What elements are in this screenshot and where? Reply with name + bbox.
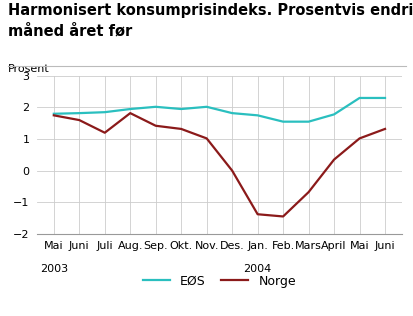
Text: Harmonisert konsumprisindeks. Prosentvis endring fra samme: Harmonisert konsumprisindeks. Prosentvis… (8, 3, 413, 18)
Norge (128, 111, 133, 115)
Norge (102, 131, 107, 135)
EØS (153, 105, 158, 109)
Norge (51, 113, 56, 117)
Norge (305, 190, 310, 194)
Norge (254, 212, 259, 216)
Line: Norge: Norge (54, 113, 384, 216)
Norge (382, 127, 387, 131)
Line: EØS: EØS (54, 98, 384, 122)
EØS (356, 96, 361, 100)
Norge (204, 137, 209, 140)
Text: 2003: 2003 (40, 264, 68, 274)
Norge (331, 158, 336, 161)
EØS (229, 111, 234, 115)
EØS (51, 112, 56, 116)
EØS (331, 112, 336, 116)
EØS (102, 110, 107, 114)
EØS (382, 96, 387, 100)
EØS (77, 111, 82, 115)
Norge (178, 127, 183, 131)
Text: måned året før: måned året før (8, 24, 132, 39)
Norge (153, 124, 158, 128)
Norge (229, 169, 234, 173)
EØS (280, 120, 285, 124)
EØS (204, 105, 209, 109)
EØS (128, 107, 133, 111)
Text: 2004: 2004 (243, 264, 271, 274)
EØS (305, 120, 310, 124)
Norge (77, 118, 82, 122)
Text: Prosent: Prosent (8, 64, 50, 74)
Legend: EØS, Norge: EØS, Norge (142, 275, 295, 288)
Norge (280, 215, 285, 218)
EØS (254, 113, 259, 117)
EØS (178, 107, 183, 111)
Norge (356, 137, 361, 140)
